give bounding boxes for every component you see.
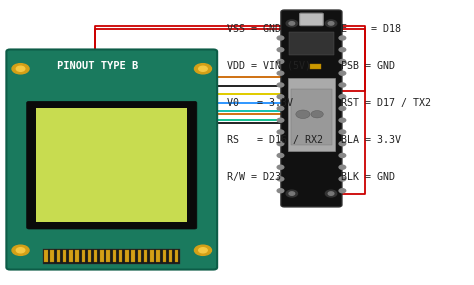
Circle shape — [339, 83, 346, 87]
Circle shape — [277, 95, 284, 99]
FancyBboxPatch shape — [6, 50, 217, 270]
Circle shape — [277, 83, 284, 87]
Circle shape — [16, 248, 25, 253]
Circle shape — [289, 22, 295, 25]
Circle shape — [339, 95, 346, 99]
Text: PINOUT TYPE B: PINOUT TYPE B — [57, 61, 139, 71]
Bar — [169, 250, 172, 262]
Circle shape — [277, 118, 284, 122]
Text: VDD = VIN (5V): VDD = VIN (5V) — [227, 61, 310, 71]
Circle shape — [339, 36, 346, 40]
Bar — [69, 250, 73, 262]
Circle shape — [339, 177, 346, 181]
Circle shape — [339, 130, 346, 134]
Text: RST = D17 / TX2: RST = D17 / TX2 — [341, 98, 431, 108]
Circle shape — [339, 71, 346, 75]
Circle shape — [12, 245, 29, 255]
Circle shape — [311, 111, 323, 118]
Text: RS   = D16 / RX2: RS = D16 / RX2 — [227, 135, 323, 145]
Circle shape — [289, 192, 295, 195]
Circle shape — [199, 66, 207, 71]
Bar — [88, 250, 91, 262]
Circle shape — [277, 165, 284, 169]
Text: BLA = 3.3V: BLA = 3.3V — [341, 135, 401, 145]
Circle shape — [339, 48, 346, 52]
FancyBboxPatch shape — [300, 13, 323, 26]
Bar — [131, 250, 135, 262]
Text: E    = D18: E = D18 — [341, 24, 401, 34]
Bar — [125, 250, 128, 262]
Circle shape — [194, 64, 211, 74]
Circle shape — [328, 192, 334, 195]
Circle shape — [325, 20, 337, 27]
Circle shape — [16, 66, 25, 71]
Bar — [94, 250, 98, 262]
Circle shape — [296, 110, 310, 119]
Circle shape — [286, 20, 298, 27]
Bar — [310, 64, 320, 69]
Circle shape — [328, 22, 334, 25]
Circle shape — [339, 165, 346, 169]
Circle shape — [277, 130, 284, 134]
Text: V0   = 3.3V: V0 = 3.3V — [227, 98, 292, 108]
Circle shape — [339, 142, 346, 146]
Circle shape — [277, 60, 284, 64]
Circle shape — [339, 107, 346, 111]
Circle shape — [194, 245, 211, 255]
Text: VSS = GND: VSS = GND — [227, 24, 281, 34]
Circle shape — [277, 71, 284, 75]
Circle shape — [277, 142, 284, 146]
FancyBboxPatch shape — [281, 10, 342, 207]
Bar — [292, 89, 331, 145]
Circle shape — [339, 118, 346, 122]
Circle shape — [277, 189, 284, 193]
Bar — [43, 249, 180, 264]
Bar — [144, 250, 147, 262]
Bar — [50, 250, 54, 262]
Bar — [82, 250, 85, 262]
Text: R/W = D23: R/W = D23 — [227, 172, 281, 182]
Bar — [288, 78, 335, 151]
Circle shape — [277, 154, 284, 157]
Circle shape — [325, 190, 337, 197]
Bar — [107, 250, 110, 262]
Bar — [175, 250, 178, 262]
Bar — [163, 250, 166, 262]
Bar — [63, 250, 66, 262]
FancyBboxPatch shape — [27, 101, 197, 229]
Text: PSB = GND: PSB = GND — [341, 61, 395, 71]
Circle shape — [339, 189, 346, 193]
Bar — [100, 250, 104, 262]
Circle shape — [277, 107, 284, 111]
Bar — [113, 250, 116, 262]
Circle shape — [286, 190, 298, 197]
Bar — [150, 250, 154, 262]
Bar — [44, 250, 47, 262]
Circle shape — [277, 48, 284, 52]
Circle shape — [199, 248, 207, 253]
Text: BLK = GND: BLK = GND — [341, 172, 395, 182]
Circle shape — [277, 36, 284, 40]
Bar — [119, 250, 122, 262]
Bar — [289, 32, 334, 55]
Bar — [156, 250, 160, 262]
Circle shape — [12, 64, 29, 74]
Circle shape — [339, 60, 346, 64]
Circle shape — [277, 177, 284, 181]
Bar — [75, 250, 79, 262]
Bar — [137, 250, 141, 262]
Circle shape — [339, 154, 346, 157]
Bar — [56, 250, 60, 262]
Bar — [36, 109, 187, 222]
